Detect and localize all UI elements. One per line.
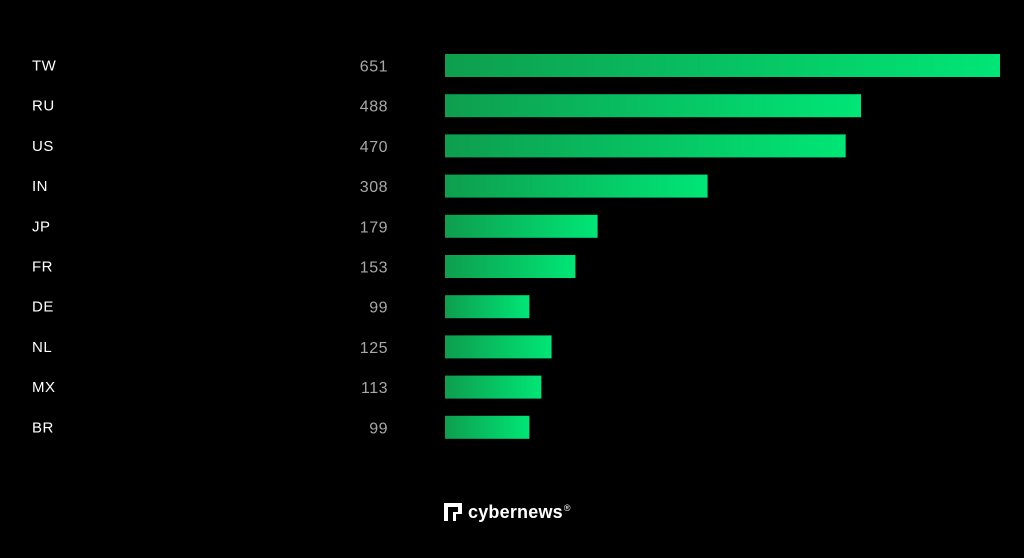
brand-logo: cybernews ® [444, 500, 571, 524]
bar [445, 94, 862, 118]
bar-row-jp: JP 179 [32, 214, 598, 238]
value-label: 125 [360, 340, 388, 357]
bar-row-nl: NL 125 [32, 335, 552, 359]
bar [445, 295, 530, 319]
category-label: US [32, 138, 54, 155]
value-label: 99 [369, 420, 388, 437]
value-label: 651 [360, 59, 388, 76]
value-label: 113 [361, 380, 388, 397]
bar [445, 134, 846, 158]
category-label: RU [32, 98, 55, 115]
category-label: MX [32, 379, 56, 396]
value-label: 99 [369, 300, 388, 317]
value-label: 308 [360, 179, 388, 196]
brand-name: cybernews [468, 501, 563, 522]
registered-mark: ® [563, 503, 571, 513]
bar-row-tw: TW 651 [32, 54, 1000, 77]
bar-row-de: DE 99 [32, 295, 530, 319]
bar [445, 214, 598, 238]
category-label: NL [32, 339, 52, 356]
value-label: 470 [360, 139, 388, 156]
category-label: DE [32, 299, 54, 316]
bar [445, 375, 542, 399]
bar [445, 54, 1000, 77]
bar-row-fr: FR 153 [32, 255, 576, 278]
bar-row-br: BR 99 [32, 415, 530, 439]
cybernews-logo-icon [444, 503, 462, 521]
value-label: 153 [360, 260, 388, 277]
bar [445, 255, 576, 278]
bar [445, 174, 708, 198]
value-label: 179 [360, 219, 388, 236]
bar [445, 335, 552, 359]
category-label: TW [32, 58, 57, 75]
category-label: FR [32, 259, 53, 276]
category-label: BR [32, 419, 54, 436]
value-label: 488 [360, 99, 388, 116]
bar-row-ru: RU 488 [32, 94, 862, 118]
category-label: JP [32, 218, 51, 235]
bar-row-mx: MX 113 [32, 375, 542, 399]
bar [445, 415, 530, 439]
chart-rows: TW 651 RU 488 US 470 IN 308 JP 179 FR 153 DE 99 NL 125 M… [32, 54, 1000, 439]
bar-row-us: US 470 [32, 134, 846, 158]
category-label: IN [32, 178, 48, 195]
bar-row-in: IN 308 [32, 174, 708, 198]
